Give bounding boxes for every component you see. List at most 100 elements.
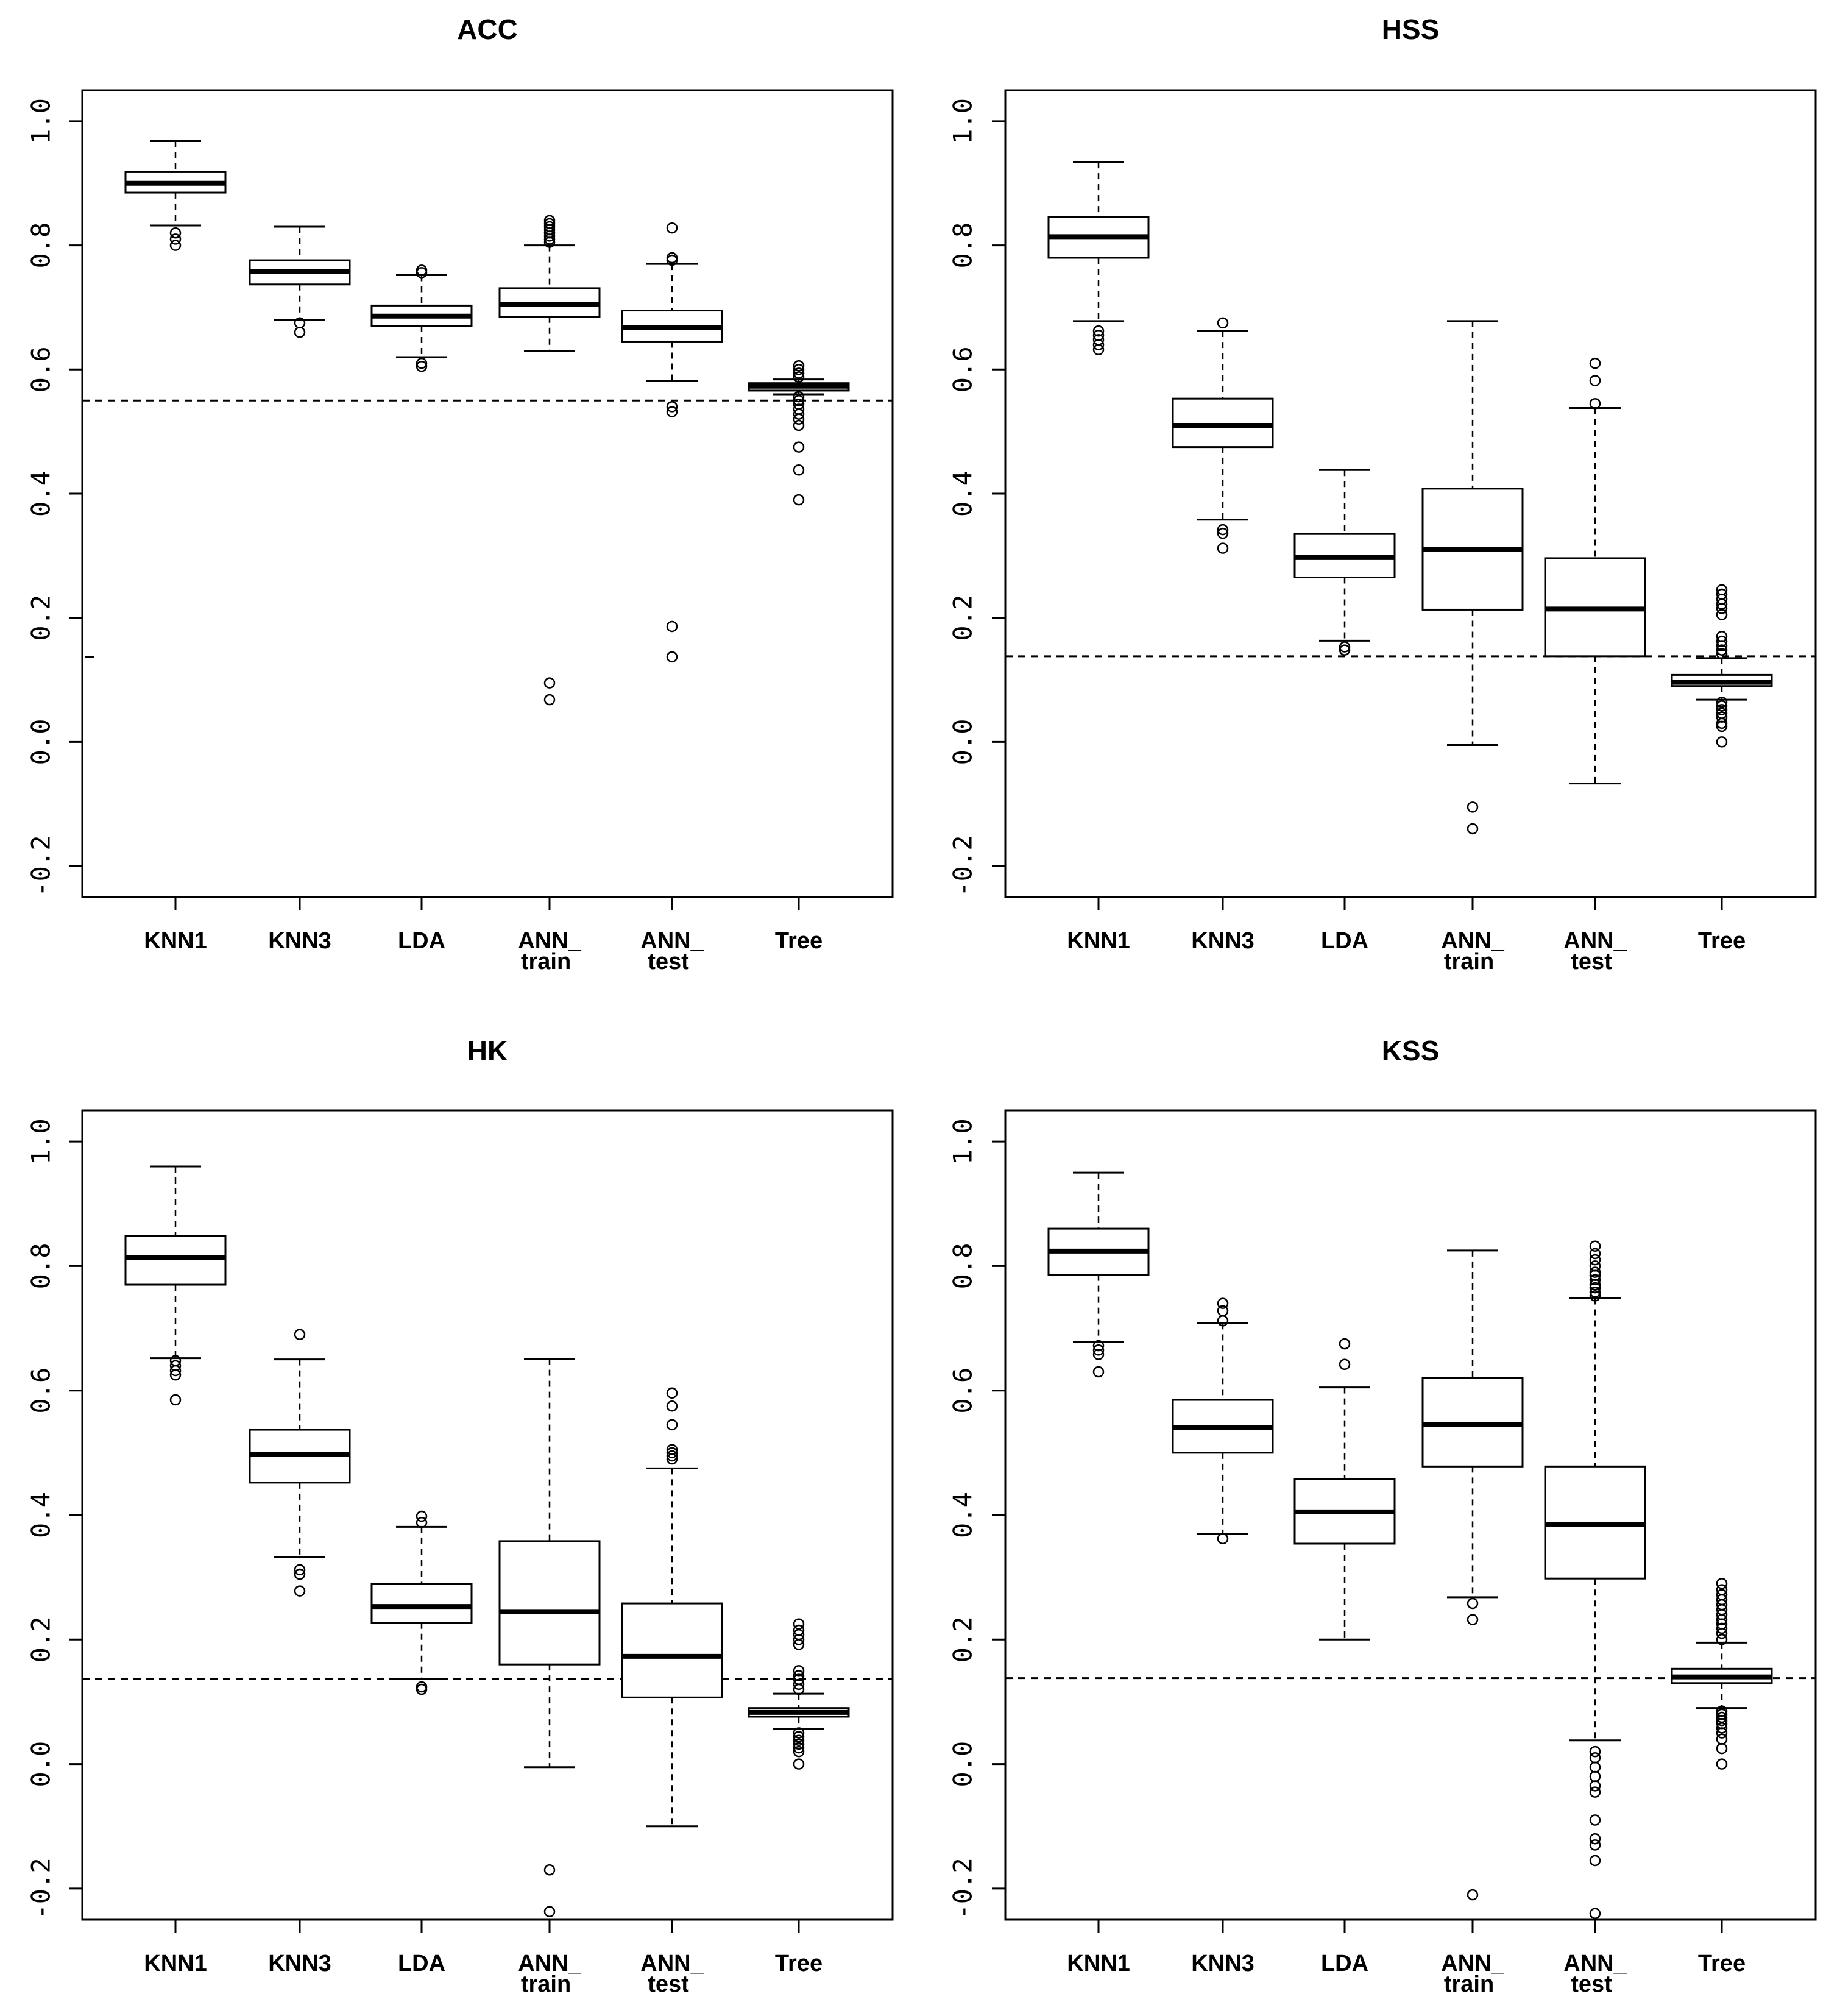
box-ANN-train	[498, 215, 601, 706]
category-label-line2: train	[1444, 949, 1494, 974]
outlier-point	[793, 494, 805, 506]
outlier-point	[1716, 704, 1728, 715]
outlier-point	[1339, 641, 1351, 653]
y-tick-label: 0.8	[948, 1243, 978, 1289]
outlier-point	[294, 1585, 306, 1597]
outlier-point	[1092, 344, 1105, 355]
outlier-point	[1467, 1889, 1479, 1901]
outlier-point	[1092, 1340, 1105, 1352]
y-tick-label: 0.6	[948, 1368, 978, 1414]
box-LDA	[370, 1510, 473, 1695]
outlier-point	[1467, 801, 1479, 813]
box-KNN1	[1047, 161, 1150, 355]
y-tick-label: 0.6	[26, 346, 56, 392]
outlier-point	[1589, 1274, 1601, 1286]
outlier-point	[169, 1365, 182, 1377]
outlier-point	[793, 1634, 805, 1645]
y-tick-label: 0.0	[948, 719, 978, 765]
category-label: ANN_	[1563, 1951, 1627, 1976]
outlier-point	[1716, 1614, 1728, 1625]
plot-frame	[1004, 89, 1817, 898]
outlier-point	[543, 694, 556, 706]
box-KNN3	[249, 225, 351, 338]
y-tick-label: 0.2	[26, 595, 56, 641]
outlier-point	[666, 254, 678, 266]
box-ANN-train	[498, 1358, 601, 1917]
outlier-point	[793, 441, 805, 453]
category-label: KNN3	[268, 1951, 331, 1976]
outlier-point	[1589, 1287, 1601, 1298]
category-label: ANN_	[1441, 1951, 1504, 1976]
outlier-point	[793, 408, 805, 420]
outlier-point	[1716, 1622, 1728, 1634]
outlier-point	[793, 1758, 805, 1770]
category-label: ANN_	[518, 928, 581, 954]
outlier-point	[1589, 1266, 1601, 1278]
outlier-point	[1716, 717, 1728, 729]
outlier-point	[1716, 720, 1728, 733]
outlier-point	[1716, 1711, 1728, 1723]
y-tick-label: 1.0	[26, 98, 56, 144]
category-label-line2: test	[1571, 949, 1612, 974]
outlier-point	[416, 357, 428, 369]
box-LDA	[370, 264, 473, 372]
box-ANN-train	[1421, 320, 1524, 835]
outlier-point	[1092, 1366, 1105, 1378]
chart-title: KSS	[1382, 1035, 1440, 1067]
outlier-point	[666, 620, 678, 633]
y-tick-label: 0.2	[948, 1616, 978, 1663]
y-tick-label: -0.2	[948, 835, 978, 896]
outlier-point	[1716, 1722, 1728, 1734]
y-tick-label: 0.4	[948, 470, 978, 517]
y-tick-label: 0.6	[948, 346, 978, 392]
box-ANN-test	[1544, 357, 1646, 785]
category-label-line2: test	[648, 949, 689, 974]
outlier-point	[793, 391, 805, 403]
category-label: LDA	[1321, 928, 1368, 954]
outlier-point	[1092, 325, 1105, 337]
outlier-point	[1716, 598, 1728, 610]
outlier-point	[543, 233, 556, 245]
chart-panel-acc: ACC -0.2 0.0 0.2 0.4 0.6 0.8 1.0 KNN1 KNN3 LDA ANN_…	[26, 13, 894, 974]
outlier-point	[1589, 357, 1601, 369]
outlier-point	[1092, 339, 1105, 350]
y-tick-label: 0.0	[26, 719, 56, 765]
category-label: LDA	[398, 928, 445, 954]
outlier-point	[1217, 1315, 1229, 1327]
outlier-point	[793, 1731, 805, 1742]
box-iqr	[370, 1583, 473, 1624]
outlier-point	[1589, 1814, 1601, 1826]
outlier-point	[793, 1670, 805, 1681]
chart-title: HSS	[1382, 13, 1440, 45]
outlier-point	[793, 371, 805, 383]
category-label: Tree	[1698, 1951, 1746, 1976]
outlier-point	[294, 1329, 306, 1341]
box-KNN3	[1172, 317, 1274, 554]
y-tick-label: 0.4	[26, 470, 56, 517]
outlier-point	[1589, 1839, 1601, 1851]
box-KNN1	[1047, 1171, 1150, 1378]
chart-title: ACC	[457, 13, 518, 45]
category-label: KNN3	[268, 928, 331, 954]
category-label: ANN_	[640, 1951, 704, 1976]
y-tick-label: 0.2	[26, 1616, 56, 1663]
outlier-point	[294, 1568, 306, 1580]
box-KNN3	[249, 1329, 351, 1597]
category-label: KNN3	[1191, 928, 1254, 954]
chart-title: HK	[467, 1035, 508, 1067]
outlier-point	[793, 1618, 805, 1630]
box-iqr	[1421, 1377, 1524, 1468]
chart-panel-hss: HSS -0.2 0.0 0.2 0.4 0.6 0.8 1.0 KNN1 KNN3 LDA ANN_…	[948, 13, 1817, 974]
y-tick-label: 0.6	[26, 1368, 56, 1414]
outlier-point	[1716, 648, 1728, 660]
category-label-line2: test	[1571, 1972, 1612, 1997]
outlier-point	[1716, 644, 1728, 656]
outlier-point	[1716, 696, 1728, 708]
outlier-point	[1217, 527, 1229, 539]
outlier-point	[543, 677, 556, 689]
outlier-point	[1716, 1742, 1728, 1755]
category-label: Tree	[775, 928, 823, 954]
outlier-point	[1589, 1240, 1601, 1252]
outlier-point	[1589, 1282, 1601, 1294]
